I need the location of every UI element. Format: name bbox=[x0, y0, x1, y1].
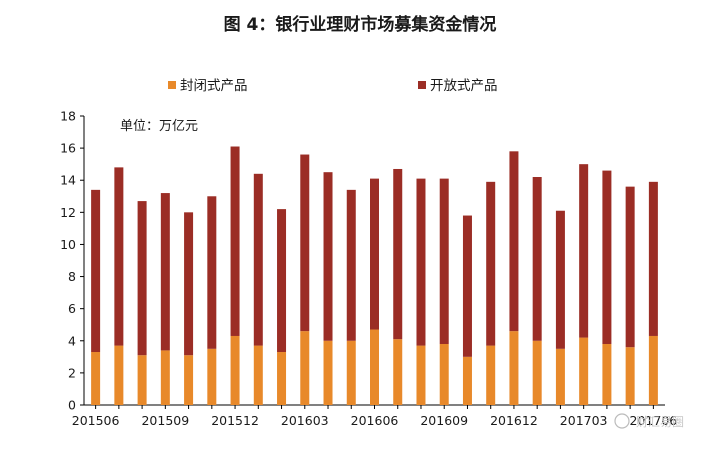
bar-open-201603 bbox=[300, 154, 310, 332]
x-tick-label: 201509 bbox=[141, 413, 189, 428]
bar-closed-201507 bbox=[114, 345, 124, 405]
bar-open-201609 bbox=[439, 178, 449, 344]
x-tick-label: 201609 bbox=[420, 413, 468, 428]
bar-closed-201706 bbox=[648, 335, 658, 405]
x-tick-label: 201603 bbox=[281, 413, 329, 428]
bar-open-201705 bbox=[625, 186, 635, 348]
bar-open-201506 bbox=[91, 189, 101, 353]
y-tick-label: 6 bbox=[68, 301, 76, 316]
x-tick-label: 201512 bbox=[211, 413, 259, 428]
bar-closed-201702 bbox=[555, 348, 565, 405]
x-tick-label: 201703 bbox=[560, 413, 608, 428]
bar-closed-201601 bbox=[253, 345, 263, 405]
x-axis-ticks: 201506 201509 201512 201603 201606 201609 2016… bbox=[72, 405, 678, 428]
y-tick-label: 16 bbox=[60, 141, 76, 156]
x-tick-label: 201606 bbox=[351, 413, 399, 428]
bar-open-201512 bbox=[230, 146, 240, 336]
bar-open-201701 bbox=[532, 177, 542, 341]
x-tick-label: 201506 bbox=[72, 413, 120, 428]
x-tick-label: 201612 bbox=[490, 413, 538, 428]
bar-closed-201509 bbox=[160, 350, 170, 405]
bar-open-201511 bbox=[207, 196, 217, 349]
chart-title: 图 4：银行业理财市场募集资金情况 bbox=[224, 14, 497, 35]
bar-open-201605 bbox=[346, 189, 356, 341]
y-tick-label: 10 bbox=[60, 237, 76, 252]
bar-closed-201609 bbox=[439, 343, 449, 405]
bar-closed-201704 bbox=[602, 343, 612, 405]
y-tick-label: 18 bbox=[60, 109, 76, 124]
bar-open-201611 bbox=[486, 181, 496, 346]
bar-closed-201603 bbox=[300, 331, 310, 405]
legend-swatch-open bbox=[418, 81, 426, 89]
bar-open-201602 bbox=[277, 209, 287, 353]
bar-closed-201508 bbox=[137, 355, 147, 405]
bar-closed-201608 bbox=[416, 345, 426, 405]
legend-label-closed: 封闭式产品 bbox=[180, 78, 248, 94]
bar-open-201508 bbox=[137, 201, 147, 356]
bar-closed-201511 bbox=[207, 348, 217, 405]
bar-open-201509 bbox=[160, 193, 170, 351]
bar-closed-201611 bbox=[486, 345, 496, 405]
bar-open-201704 bbox=[602, 170, 612, 344]
legend-label-open: 开放式产品 bbox=[430, 78, 498, 94]
bar-closed-201510 bbox=[184, 355, 194, 405]
bar-closed-201610 bbox=[462, 356, 472, 405]
bar-closed-201703 bbox=[579, 337, 589, 405]
y-axis-ticks: 0 2 4 6 8 10 12 14 16 18 bbox=[60, 109, 84, 413]
y-tick-label: 2 bbox=[68, 365, 76, 380]
bar-open-201601 bbox=[253, 173, 263, 346]
bar-open-201702 bbox=[555, 210, 565, 349]
bar-open-201607 bbox=[393, 168, 403, 340]
bar-series-group bbox=[91, 146, 658, 405]
bar-closed-201705 bbox=[625, 347, 635, 405]
bar-open-201507 bbox=[114, 167, 124, 346]
bar-open-201604 bbox=[323, 172, 333, 341]
bar-open-201706 bbox=[648, 181, 658, 336]
y-tick-label: 4 bbox=[68, 333, 76, 348]
legend-swatch-closed bbox=[168, 81, 176, 89]
bar-open-201510 bbox=[184, 212, 194, 356]
bar-open-201612 bbox=[509, 151, 519, 332]
y-tick-label: 0 bbox=[68, 398, 76, 413]
y-tick-label: 8 bbox=[68, 269, 76, 284]
y-tick-label: 14 bbox=[60, 173, 76, 188]
bar-closed-201607 bbox=[393, 339, 403, 405]
bar-open-201608 bbox=[416, 178, 426, 346]
y-tick-label: 12 bbox=[60, 205, 76, 220]
bar-closed-201612 bbox=[509, 331, 519, 405]
bar-closed-201602 bbox=[277, 352, 287, 405]
bar-closed-201604 bbox=[323, 340, 333, 405]
bar-closed-201506 bbox=[91, 352, 101, 405]
bar-open-201606 bbox=[370, 178, 379, 330]
x-tick-label: 201706 bbox=[630, 413, 678, 428]
bar-closed-201512 bbox=[230, 335, 240, 405]
bar-closed-201701 bbox=[532, 340, 542, 405]
bar-closed-201605 bbox=[346, 340, 356, 405]
watermark-text: 财汇易圈 bbox=[636, 415, 684, 429]
unit-label: 单位：万亿元 bbox=[120, 119, 198, 134]
bar-closed-201606 bbox=[370, 329, 379, 405]
bar-open-201703 bbox=[579, 164, 589, 338]
bar-open-201610 bbox=[462, 215, 472, 357]
wechat-icon bbox=[614, 413, 630, 429]
